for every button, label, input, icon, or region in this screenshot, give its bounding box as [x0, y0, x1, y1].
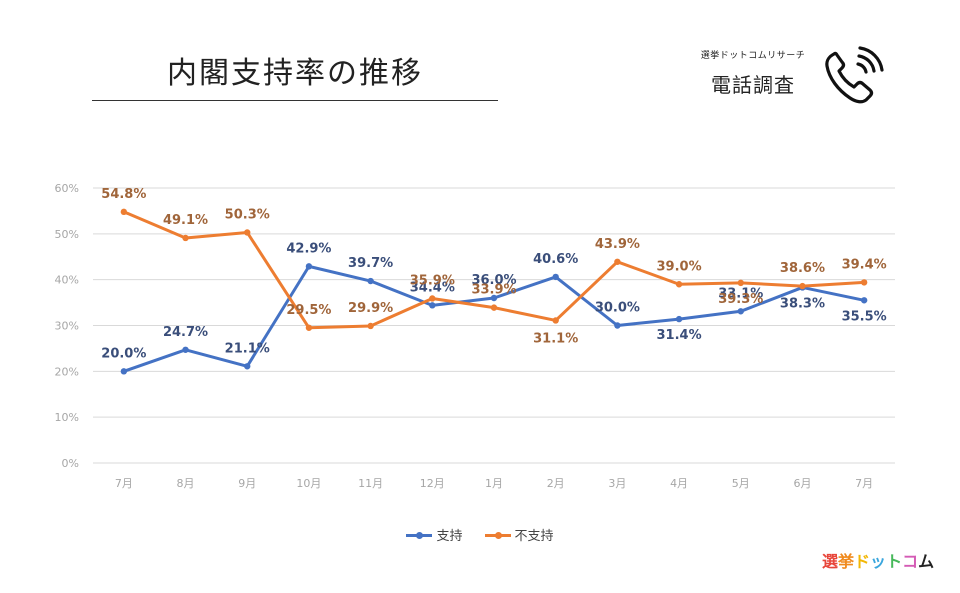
logo-char: ッ: [870, 552, 887, 571]
data-point-support: [614, 322, 621, 329]
legend-label-support: 支持: [436, 529, 463, 544]
data-label-support: 30.0%: [595, 301, 640, 316]
data-point-nonsupport: [367, 322, 374, 330]
x-tick-label: 9月: [238, 477, 256, 490]
data-point-nonsupport: [182, 234, 189, 242]
data-point-nonsupport: [675, 281, 683, 288]
data-label-nonsupport: 29.5%: [286, 303, 331, 318]
data-point-nonsupport: [799, 282, 806, 290]
y-tick-label: 0%: [62, 457, 79, 470]
survey-company: 選挙ドットコムリサーチ: [700, 51, 806, 61]
data-point-nonsupport: [490, 304, 498, 311]
data-label-nonsupport: 54.8%: [101, 187, 146, 202]
x-tick-label: 8月: [177, 477, 195, 490]
data-label-nonsupport: 39.0%: [657, 259, 702, 274]
data-label-nonsupport: 39.3%: [718, 292, 763, 307]
data-label-support: 36.0%: [471, 273, 516, 288]
y-tick-label: 60%: [55, 182, 79, 195]
data-label-nonsupport: 31.1%: [533, 331, 578, 346]
data-label-nonsupport: 33.9%: [471, 283, 516, 298]
y-tick-label: 10%: [55, 411, 79, 424]
chart-legend: 支持 不支持: [0, 525, 960, 544]
y-tick-label: 50%: [55, 228, 79, 241]
y-tick-label: 40%: [55, 274, 79, 287]
data-point-nonsupport: [120, 208, 128, 216]
data-point-support: [737, 308, 744, 315]
data-label-support: 34.4%: [410, 280, 455, 295]
survey-source: 選挙ドットコムリサーチ 電話調査: [688, 48, 818, 98]
data-label-support: 35.5%: [842, 309, 887, 324]
legend-swatch-support: [406, 530, 433, 540]
legend-swatch-nonsupport: [484, 530, 511, 540]
logo-char: 挙: [838, 552, 855, 571]
legend-label-nonsupport: 不支持: [514, 529, 554, 544]
x-tick-label: 6月: [793, 477, 811, 490]
data-label-support: 38.3%: [780, 296, 825, 311]
x-tick-label: 3月: [608, 477, 626, 490]
data-point-support: [182, 346, 189, 353]
logo-char: ト: [886, 552, 903, 571]
data-label-nonsupport: 43.9%: [595, 237, 640, 252]
data-label-support: 33.1%: [718, 286, 763, 301]
phone-call-icon: [825, 46, 884, 104]
data-label-support: 24.7%: [163, 325, 208, 340]
data-point-support: [244, 363, 251, 370]
title-underline: [92, 100, 498, 101]
data-point-nonsupport: [614, 258, 621, 265]
x-tick-label: 11月: [358, 477, 383, 490]
x-tick-label: 7月: [115, 477, 133, 490]
data-point-support: [860, 297, 868, 304]
data-label-nonsupport: 38.6%: [780, 261, 825, 276]
x-tick-label: 4月: [670, 477, 688, 490]
data-point-support: [120, 368, 128, 375]
legend-item-nonsupport: 不支持: [484, 525, 554, 544]
x-tick-label: 1月: [485, 477, 503, 490]
x-tick-label: 10月: [296, 477, 321, 490]
logo-char: ド: [854, 552, 871, 571]
senkyo-dotcom-logo: 選挙ドットコム: [822, 548, 934, 572]
data-label-support: 39.7%: [348, 256, 393, 271]
data-point-support: [552, 273, 559, 281]
data-label-nonsupport: 50.3%: [225, 207, 270, 222]
x-tick-label: 5月: [732, 477, 750, 490]
x-tick-label: 12月: [420, 477, 445, 490]
data-label-support: 21.1%: [225, 341, 270, 356]
data-point-support: [305, 263, 313, 270]
survey-method: 電話調査: [711, 73, 795, 97]
data-point-nonsupport: [244, 229, 251, 236]
data-point-nonsupport: [429, 295, 436, 302]
data-label-support: 42.9%: [286, 241, 331, 256]
data-label-nonsupport: 49.1%: [163, 213, 208, 228]
data-label-support: 31.4%: [657, 328, 702, 343]
data-point-nonsupport: [305, 324, 313, 331]
logo-char: コ: [902, 552, 919, 571]
data-point-support: [367, 277, 374, 285]
x-tick-label: 2月: [547, 477, 565, 490]
data-point-nonsupport: [737, 279, 744, 287]
data-point-support: [429, 302, 436, 309]
page-title: 内閣支持率の推移: [167, 56, 423, 91]
data-point-support: [675, 315, 683, 323]
data-label-support: 40.6%: [533, 252, 578, 267]
data-point-nonsupport: [860, 279, 868, 286]
y-tick-label: 30%: [55, 320, 79, 333]
data-label-nonsupport: 35.9%: [410, 273, 455, 288]
data-label-nonsupport: 29.9%: [348, 301, 393, 316]
logo-char: ム: [918, 552, 935, 571]
logo-char: 選: [822, 552, 839, 571]
data-point-nonsupport: [552, 317, 559, 324]
y-tick-label: 20%: [55, 365, 79, 378]
legend-item-support: 支持: [406, 525, 463, 544]
x-tick-label: 7月: [855, 477, 873, 490]
data-label-nonsupport: 39.4%: [842, 257, 887, 272]
data-label-support: 20.0%: [101, 346, 146, 361]
data-point-support: [490, 294, 498, 302]
